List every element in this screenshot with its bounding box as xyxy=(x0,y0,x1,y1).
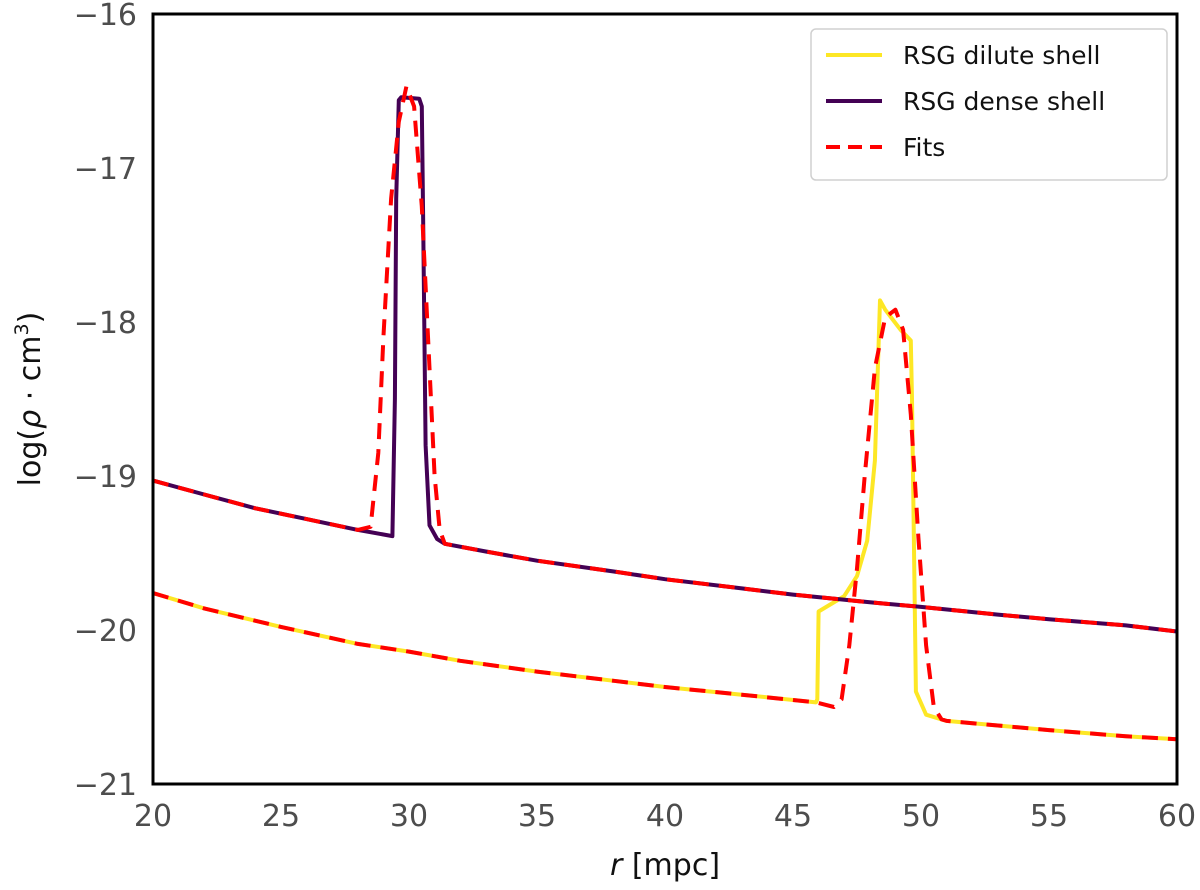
y-axis-label-prefix: log( xyxy=(13,429,48,486)
y-tick-labels: −21 −20 −19 −18 −17 −16 xyxy=(74,0,137,803)
x-axis-variable: r xyxy=(610,848,624,883)
x-tick-label: 35 xyxy=(518,799,556,834)
x-axis-unit: [mpc] xyxy=(622,848,720,883)
x-tick-label: 60 xyxy=(1158,799,1196,834)
x-tick-label: 20 xyxy=(134,799,172,834)
x-tick-label: 50 xyxy=(902,799,940,834)
x-tick-label: 55 xyxy=(1030,799,1068,834)
y-axis-label: log(ρ · cm3) xyxy=(11,312,48,487)
plot-frame xyxy=(151,12,1179,786)
x-tick-labels: 20 25 30 35 40 45 50 55 60 xyxy=(134,799,1196,834)
y-axis-label-exponent: 3 xyxy=(11,323,33,335)
y-tick-label: −21 xyxy=(74,768,137,803)
y-tick-label: −20 xyxy=(74,614,137,649)
legend-label-dense: RSG dense shell xyxy=(903,87,1105,116)
legend: RSG dilute shell RSG dense shell Fits xyxy=(810,28,1168,181)
y-axis-label-unit: · cm xyxy=(13,336,48,410)
y-tick-label: −16 xyxy=(74,0,137,33)
x-tick-label: 30 xyxy=(390,799,428,834)
x-axis-label: r [mpc] xyxy=(610,848,720,883)
y-axis-label-suffix: ) xyxy=(13,312,48,324)
x-tick-label: 45 xyxy=(774,799,812,834)
x-tick-label: 25 xyxy=(262,799,300,834)
y-axis-rho-symbol: ρ xyxy=(13,410,48,429)
legend-box xyxy=(810,28,1168,181)
y-tick-label: −17 xyxy=(74,152,137,187)
series-layer xyxy=(153,84,1177,742)
series-line-fits-1 xyxy=(153,84,1177,634)
y-tick-label: −18 xyxy=(74,306,137,341)
x-tick-label: 40 xyxy=(646,799,684,834)
y-tick-label: −19 xyxy=(74,460,137,495)
legend-label-dilute: RSG dilute shell xyxy=(903,41,1100,70)
legend-label-fits: Fits xyxy=(903,133,945,162)
series-line-fits-2 xyxy=(153,307,1177,742)
